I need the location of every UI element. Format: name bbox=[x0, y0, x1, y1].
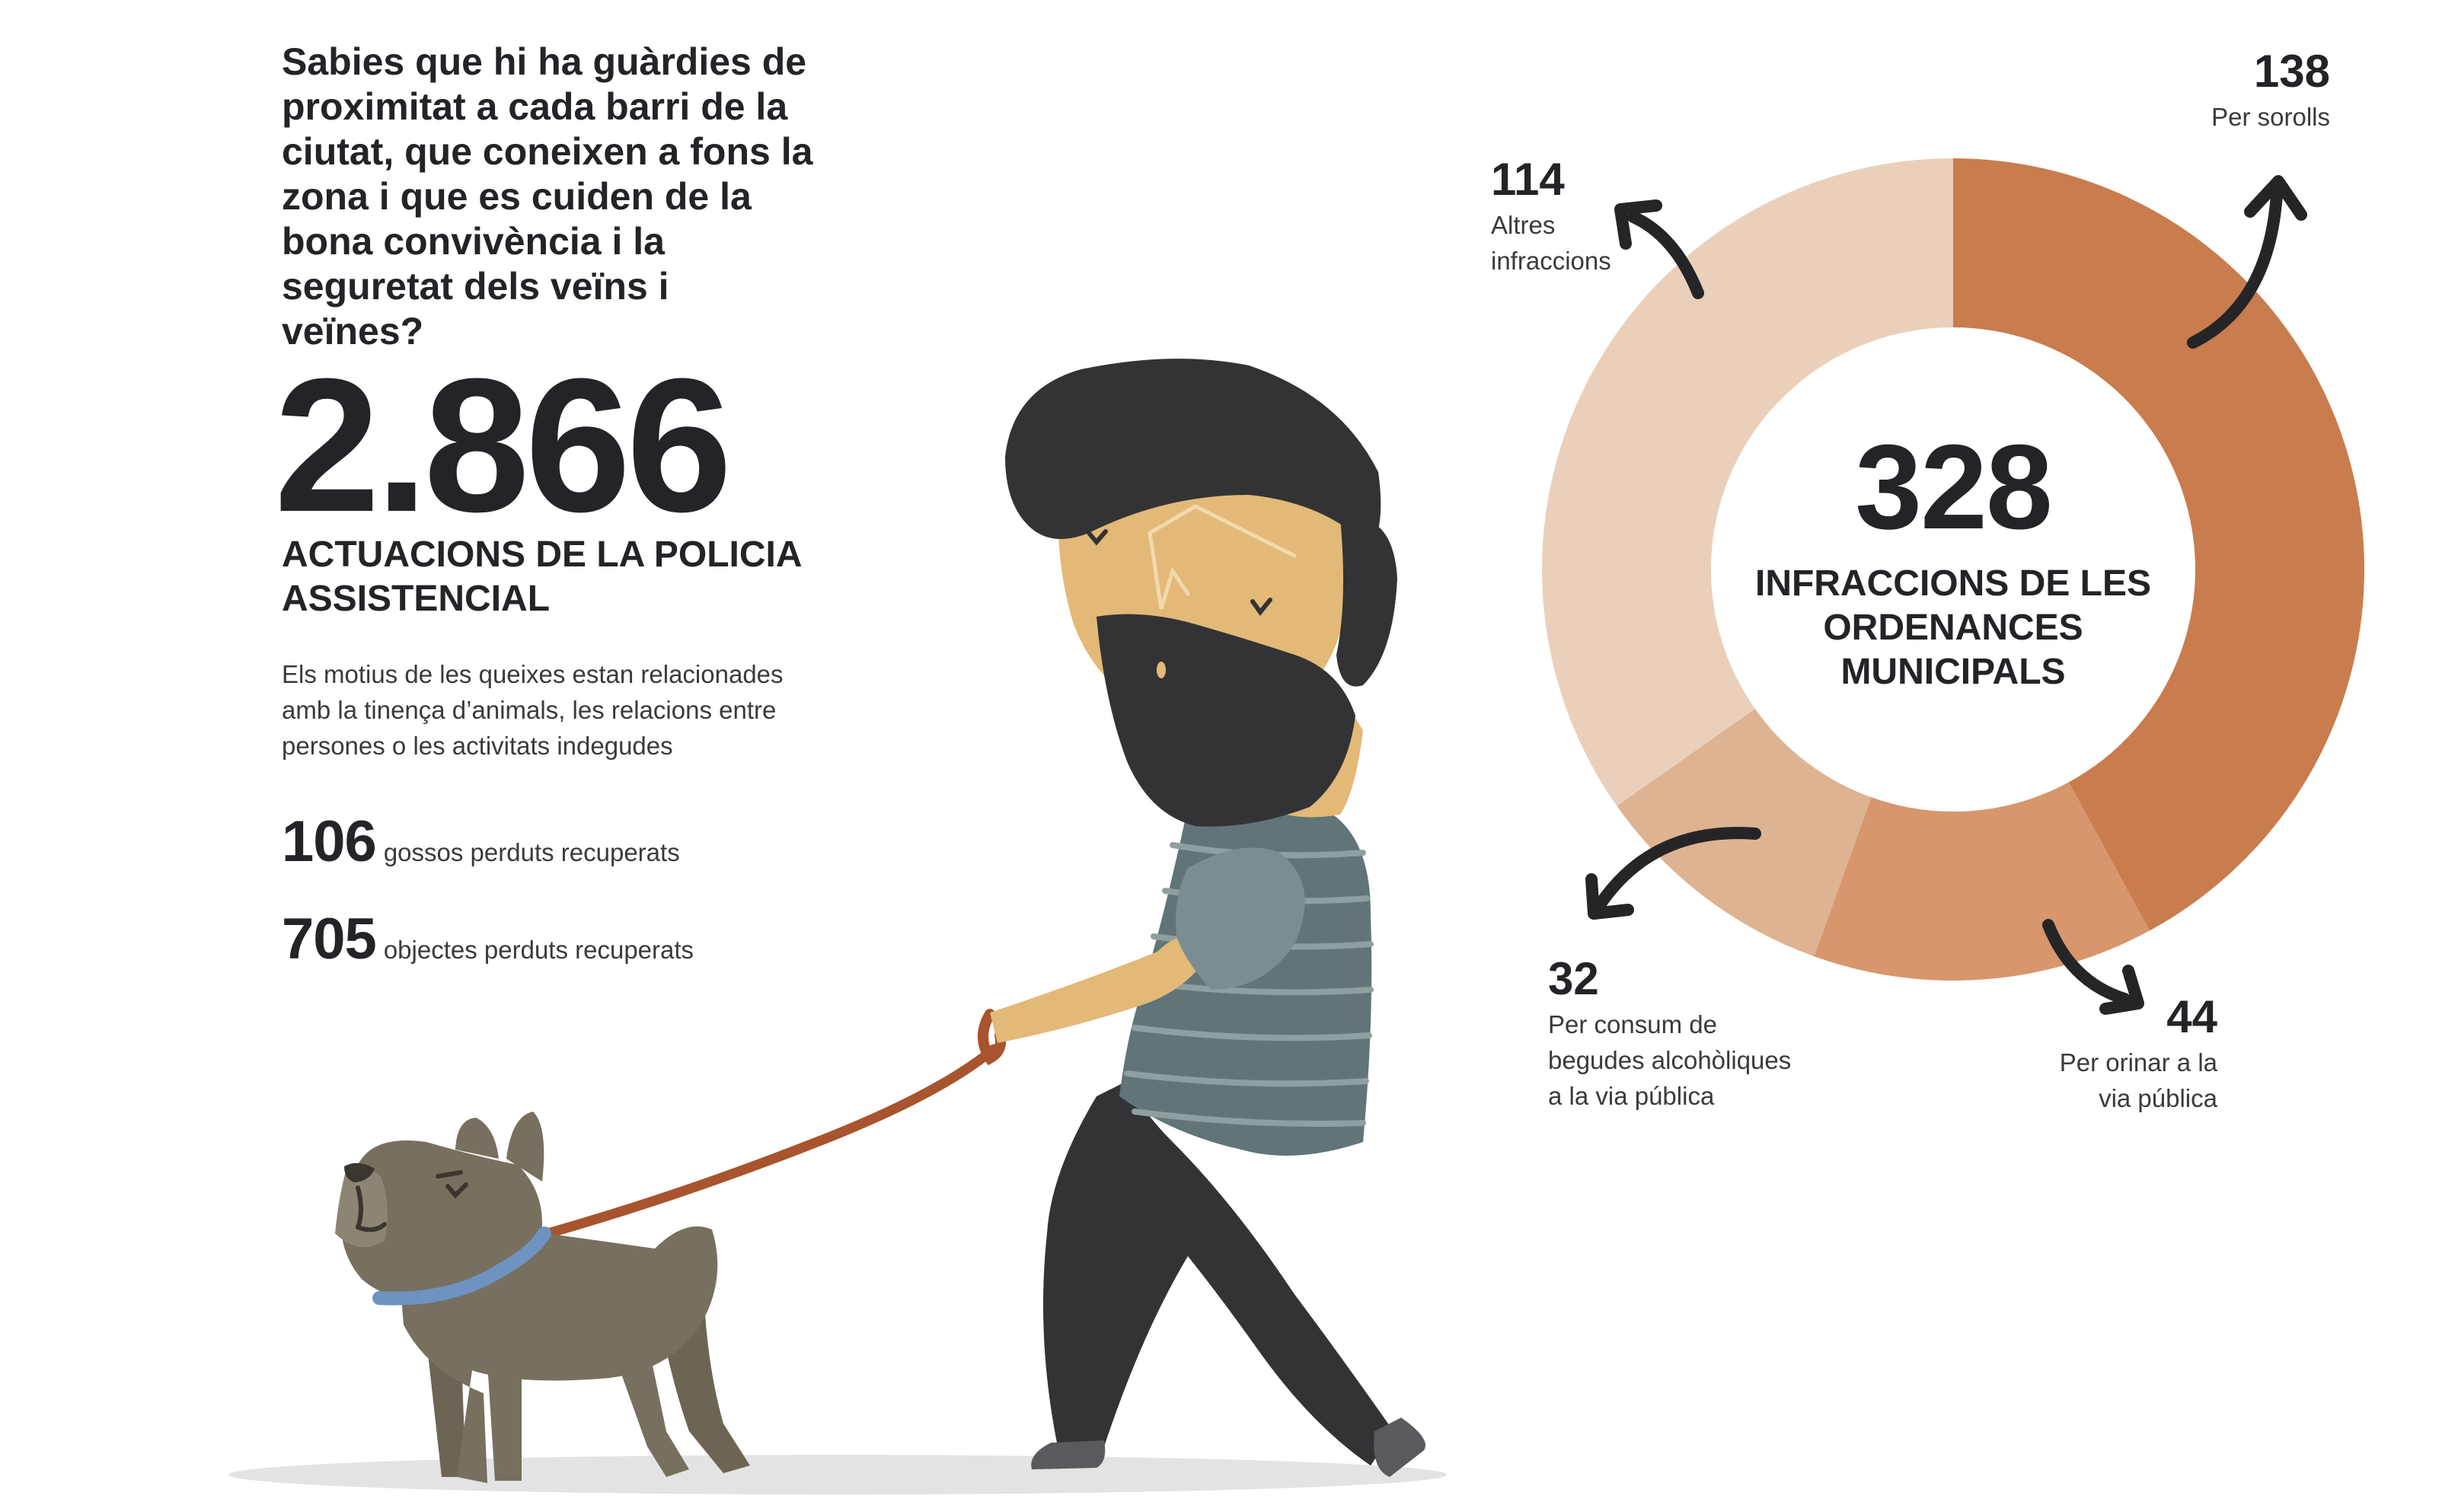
dog-eye bbox=[436, 1170, 468, 1199]
callout-sorolls-value: 138 bbox=[2253, 46, 2330, 97]
arrow-orinar-head bbox=[2099, 965, 2144, 1015]
dog-back-leg-front bbox=[609, 1340, 689, 1477]
callout-orinar-label: Per orinar a la via pública bbox=[2059, 1048, 2217, 1112]
callout-sorolls-label: Per sorolls bbox=[2211, 103, 2330, 131]
actuacions-number: 2.866 bbox=[274, 339, 733, 551]
dog bbox=[335, 1112, 750, 1483]
arrow-altres-head bbox=[1614, 199, 1662, 250]
callout-arrows bbox=[1585, 175, 2307, 1015]
arrow-altres bbox=[1627, 211, 1704, 299]
arrow-consum-head bbox=[1585, 873, 1634, 920]
stat-objects: 705 objectes perduts recuperats bbox=[282, 906, 694, 972]
callout-orinar-value: 44 bbox=[2166, 991, 2217, 1042]
callout-consum: 32 Per consum de begudes alcohòliques a … bbox=[1548, 952, 1898, 1114]
man bbox=[990, 359, 1425, 1477]
donut-center-total: 328 bbox=[1855, 420, 2053, 554]
man-ear bbox=[1336, 517, 1397, 687]
man-glasses bbox=[1148, 504, 1297, 610]
callout-altres-value: 114 bbox=[1491, 154, 1565, 205]
man-sleeve bbox=[1176, 847, 1305, 990]
man-mouth bbox=[1157, 662, 1166, 678]
man-arm bbox=[990, 936, 1211, 1043]
arrow-orinar bbox=[2042, 919, 2131, 1005]
man-legs bbox=[1043, 1081, 1393, 1466]
stat-dogs: 106 gossos perduts recuperats bbox=[282, 809, 680, 875]
man-shoe-front bbox=[1374, 1418, 1425, 1477]
callout-altres-label: Altres infraccions bbox=[1491, 211, 1611, 275]
stat-dogs-label: gossos perduts recuperats bbox=[383, 838, 680, 866]
callout-consum-value: 32 bbox=[1548, 953, 1599, 1004]
donut-slice-3 bbox=[1542, 158, 1953, 806]
dog-mouth bbox=[356, 1185, 387, 1233]
dog-front-leg-right bbox=[487, 1363, 522, 1481]
man-shoe-back bbox=[1031, 1440, 1106, 1469]
stat-dogs-number: 106 bbox=[282, 809, 377, 874]
actuacions-description: Els motius de les queixes estan relacion… bbox=[282, 660, 784, 760]
leash bbox=[537, 1044, 999, 1240]
arrow-consum bbox=[1593, 827, 1761, 912]
callout-consum-label: Per consum de begudes alcohòliques a la … bbox=[1548, 1010, 1792, 1110]
dog-ear-left bbox=[455, 1118, 499, 1159]
ground-shadow bbox=[228, 1455, 1447, 1494]
donut-slice-0 bbox=[1953, 158, 2365, 931]
leash-handle bbox=[978, 1009, 1007, 1066]
callout-sorolls: 138 Per sorolls bbox=[2010, 44, 2330, 135]
man-eye-right bbox=[1250, 598, 1272, 616]
stat-objects-number: 705 bbox=[282, 907, 377, 971]
intro-text: Sabies que hi ha guàrdies de proximitat … bbox=[282, 40, 813, 352]
actuacions-label: ACTUACIONS DE LA POLICIA ASSISTENCIAL bbox=[282, 534, 801, 619]
arrow-sorolls bbox=[2187, 188, 2283, 349]
arrow-sorolls-head bbox=[2244, 175, 2307, 221]
dog-ear-right bbox=[506, 1112, 544, 1182]
callout-altres: 114 Altres infraccions bbox=[1491, 152, 1811, 279]
dog-head bbox=[340, 1140, 542, 1303]
stat-objects-label: objectes perduts recuperats bbox=[383, 936, 694, 964]
callout-orinar: 44 Per orinar a la via pública bbox=[1898, 990, 2217, 1116]
man-eye-left bbox=[1087, 529, 1108, 546]
dog-collar bbox=[372, 1227, 551, 1306]
man-hair bbox=[1005, 359, 1381, 548]
dog-nose bbox=[344, 1163, 375, 1182]
donut-center-label: INFRACCIONS DE LES ORDENANCES MUNICIPALS bbox=[1754, 563, 2152, 692]
donut-slice-1 bbox=[1814, 782, 2150, 981]
